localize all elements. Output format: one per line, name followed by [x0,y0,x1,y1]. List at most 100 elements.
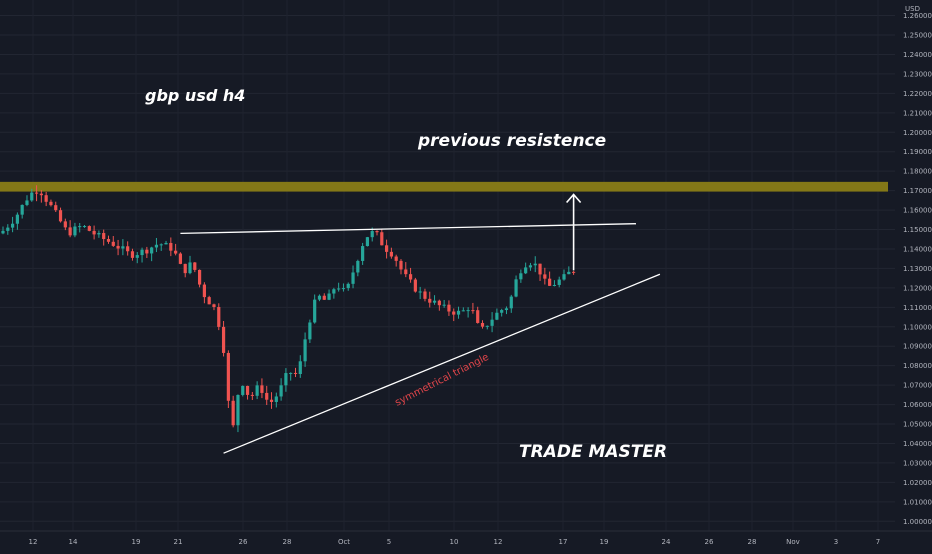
y-tick-label: 1.11000 [903,304,932,312]
candle-body [116,245,120,249]
y-tick-label: 1.18000 [903,168,932,176]
candle-body [236,394,240,426]
candle-body [54,205,58,211]
candle-body [217,307,221,327]
candle-body [274,396,278,402]
candle-body [39,193,43,196]
x-tick-label: 26 [239,538,248,546]
candle-body [164,242,168,245]
candle-body [111,241,115,246]
y-tick-label: 1.10000 [903,323,932,331]
candle-body [188,262,192,274]
candle-body [447,304,451,312]
x-tick-label: 19 [600,538,609,546]
candle-body [121,246,125,249]
x-tick-label: 12 [494,538,503,546]
candle-body [303,339,307,362]
candle-body [298,361,302,374]
candle-body [485,325,489,327]
x-tick-label: 26 [705,538,714,546]
candle-body [332,289,336,294]
candle-body [533,263,537,266]
candle-body [73,226,77,236]
trendline-lower [223,273,661,454]
price-axis-bg [895,0,932,550]
resistance-annotation: previous resistence [418,131,607,151]
candle-body [289,372,293,374]
x-tick-label: 3 [834,538,838,546]
y-tick-label: 1.08000 [903,362,932,370]
candle-body [126,246,130,252]
candle-body [135,255,139,258]
x-tick-label: 17 [559,538,568,546]
x-tick-label: 28 [748,538,757,546]
candle-body [519,273,523,280]
x-tick-label: 12 [29,538,38,546]
candle-body [418,291,422,293]
y-tick-label: 1.23000 [903,70,932,78]
candle-body [548,278,552,286]
candle-body [322,295,326,300]
candle-body [480,322,485,327]
candle-body [241,385,245,395]
candle-body [313,299,317,323]
candle-body [351,272,355,284]
candle-body [10,223,15,228]
candle-body [97,233,101,235]
candle-body [461,310,465,312]
candle-body [78,226,82,228]
candle-body [399,260,403,270]
x-tick-label: 10 [450,538,459,546]
target-arrow-head [566,193,582,204]
resistance-zone [0,181,888,192]
candle-body [255,385,259,396]
y-tick-label: 1.09000 [903,343,932,351]
candle-body [145,249,149,254]
y-tick-label: 1.00000 [903,518,932,526]
candle-body [495,312,499,320]
currency-label: USD [905,5,920,13]
candle-body [250,394,254,396]
candle-body [169,242,173,251]
candle-body [178,253,183,264]
y-tick-label: 1.21000 [903,109,932,117]
candle-body [49,201,53,206]
candle-body [413,279,417,292]
candle-body [174,250,178,254]
candle-body [466,310,470,312]
candle-body [15,214,19,224]
y-tick-label: 1.15000 [903,226,932,234]
candle-body [514,279,518,297]
y-tick-label: 1.05000 [903,421,932,429]
y-tick-label: 1.26000 [903,12,932,20]
y-tick-label: 1.03000 [903,459,932,467]
candle-body [140,249,144,256]
x-tick-label: 5 [387,538,391,546]
candle-body [567,271,571,275]
candle-body [212,304,216,308]
candle-body [365,237,370,247]
y-tick-label: 1.19000 [903,148,932,156]
candle-body [500,310,504,313]
candle-body [490,319,494,326]
candle-body [380,232,384,246]
candle-body [30,192,34,201]
candle-body [226,352,230,401]
candle-body [202,284,206,298]
candle-body [423,291,427,299]
y-tick-label: 1.12000 [903,284,932,292]
candle-body [476,310,480,323]
y-tick-label: 1.16000 [903,207,932,215]
candle-body [528,265,533,268]
candle-body [394,256,398,261]
candle-body [221,326,226,353]
y-tick-label: 1.20000 [903,129,932,137]
candle-body [159,244,163,246]
candle-body [562,274,566,280]
candle-body [260,385,264,393]
x-tick-label: 14 [69,538,78,546]
candle-body [341,288,346,290]
x-tick-label: 24 [662,538,671,546]
